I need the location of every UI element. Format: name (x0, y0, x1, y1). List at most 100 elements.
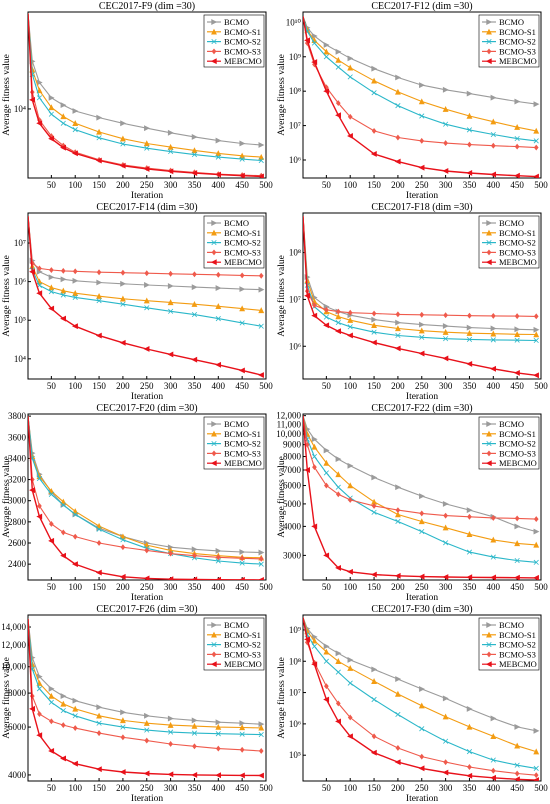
series-line-bcmo (303, 415, 537, 533)
x-tick-label: 350 (188, 381, 202, 391)
legend-marker (211, 28, 217, 35)
series-point (215, 723, 222, 730)
series-point (311, 436, 318, 443)
x-tick-label: 300 (164, 180, 178, 190)
series-point (335, 650, 342, 657)
series-point (371, 474, 378, 481)
series-point (215, 361, 222, 368)
series-point (96, 114, 103, 121)
legend-label: MEBCMO (499, 659, 537, 669)
legend-marker (486, 48, 492, 55)
y-tick-label: 10,000 (1, 662, 26, 672)
series-point (490, 94, 497, 101)
x-tick-label: 50 (47, 783, 57, 793)
x-tick-label: 150 (367, 180, 381, 190)
legend-label: BCMO-S2 (499, 640, 536, 650)
series-point (258, 576, 264, 580)
series-line-bcmo-s2 (28, 216, 262, 327)
series-point (335, 320, 341, 326)
series-point (49, 718, 54, 725)
x-tick-label: 500 (534, 582, 548, 592)
x-tick-label: 400 (487, 180, 501, 190)
series-point (323, 42, 330, 48)
y-tick-label: 10⁵ (289, 750, 301, 760)
series-point (347, 113, 353, 120)
x-tick-label: 200 (391, 582, 405, 592)
series-point (419, 528, 425, 535)
x-tick-label: 450 (235, 381, 249, 391)
x-tick-label: 200 (116, 582, 130, 592)
series-point (304, 292, 310, 299)
y-axis-label: Average fitness value (1, 54, 12, 136)
series-point (419, 113, 425, 119)
legend-label: BCMO-S1 (499, 27, 536, 37)
x-tick-label: 200 (116, 783, 130, 793)
legend-marker (486, 220, 493, 226)
series-point (239, 272, 245, 279)
series-point (533, 313, 539, 320)
series-point (72, 713, 78, 719)
series-point (239, 724, 246, 731)
series-point (239, 152, 246, 159)
x-axis-label: Iteration (406, 191, 438, 201)
series-point (514, 98, 521, 105)
chart-title: CEC2017-F20 (dim =30) (96, 403, 197, 414)
series-point (311, 453, 318, 460)
series-point (347, 497, 353, 503)
series-point (490, 131, 496, 138)
series-point (443, 759, 448, 766)
series-point (239, 320, 245, 326)
y-axis-label: Average fitness value (1, 657, 12, 739)
series-point (371, 666, 378, 673)
series-line-mebcmo (303, 617, 537, 781)
series-point (215, 576, 222, 580)
x-axis-label: Iteration (406, 593, 438, 603)
y-tick-label: 10⁴ (14, 104, 26, 114)
series-point (514, 331, 521, 338)
series-point (119, 533, 126, 540)
series-point (347, 462, 354, 469)
series-point (514, 135, 520, 142)
x-tick-label: 450 (510, 381, 524, 391)
legend-marker (486, 421, 493, 427)
series-point (304, 467, 310, 473)
series-point (533, 326, 540, 333)
legend-marker (486, 642, 492, 648)
series-point (419, 321, 425, 328)
y-tick-label: 9000 (283, 440, 302, 450)
legend-label: BCMO-S2 (499, 37, 536, 47)
series-line-bcmo (28, 13, 262, 146)
series-point (442, 323, 449, 330)
series-point (48, 305, 55, 312)
x-tick-label: 50 (47, 582, 57, 592)
legend-marker (211, 229, 217, 236)
x-tick-label: 350 (188, 582, 202, 592)
y-axis-label: Average fitness value (276, 255, 287, 337)
y-tick-label: 14,000 (1, 622, 26, 632)
series-point (48, 104, 55, 111)
series-point (533, 574, 539, 580)
chart-title: CEC2017-F12 (dim =30) (371, 1, 472, 12)
series-point (466, 170, 473, 176)
y-tick-label: 10⁷ (289, 294, 301, 304)
series-point (514, 143, 520, 150)
x-tick-label: 250 (140, 582, 154, 592)
series-point (442, 105, 449, 112)
series-point (335, 669, 341, 675)
x-tick-label: 150 (92, 582, 106, 592)
x-tick-label: 50 (47, 381, 57, 391)
x-tick-label: 400 (212, 783, 226, 793)
legend-marker (210, 460, 217, 467)
series-point (304, 441, 310, 448)
legend-marker (485, 661, 492, 668)
series-point (72, 705, 79, 712)
series-point (443, 336, 449, 342)
x-tick-label: 200 (116, 180, 130, 190)
x-tick-label: 100 (343, 582, 357, 592)
series-point (191, 356, 198, 363)
series-point (466, 507, 473, 514)
series-point (467, 764, 472, 770)
series-point (533, 516, 539, 523)
x-tick-label: 50 (322, 783, 332, 793)
series-point (514, 557, 520, 564)
